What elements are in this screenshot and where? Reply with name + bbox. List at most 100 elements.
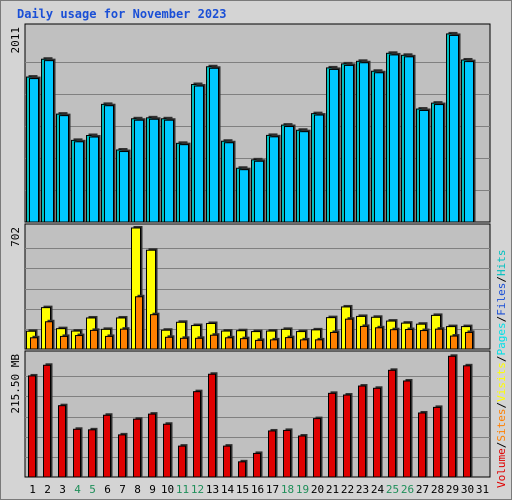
files-bar bbox=[209, 67, 219, 223]
day-label: 22 bbox=[341, 483, 354, 496]
day-label: 23 bbox=[356, 483, 369, 496]
pages-bar bbox=[255, 339, 263, 350]
volume-bar bbox=[298, 435, 306, 478]
pages-bar bbox=[180, 337, 188, 350]
pages-bar bbox=[60, 335, 68, 350]
volume-bar bbox=[418, 412, 426, 478]
legend-entry: / bbox=[495, 356, 508, 363]
files-bar bbox=[149, 118, 159, 223]
volume-bar bbox=[238, 461, 246, 478]
pages-bar bbox=[210, 334, 218, 350]
day-label: 9 bbox=[149, 483, 156, 496]
legend-entry: / bbox=[495, 276, 508, 283]
files-bar bbox=[299, 131, 309, 223]
volume-bar bbox=[103, 414, 111, 478]
files-bar bbox=[464, 61, 474, 223]
pages-bar bbox=[165, 336, 173, 350]
pages-bar bbox=[345, 318, 353, 350]
pages-bar bbox=[45, 321, 53, 350]
files-bar bbox=[374, 72, 384, 223]
files-bar bbox=[104, 105, 114, 223]
pages-bar bbox=[300, 339, 308, 350]
volume-bar bbox=[268, 430, 276, 478]
pages-bar bbox=[450, 335, 458, 350]
day-label: 1 bbox=[29, 483, 36, 496]
day-label: 19 bbox=[296, 483, 309, 496]
pages-bar bbox=[150, 314, 158, 350]
volume-bar bbox=[43, 364, 51, 478]
volume-bar bbox=[58, 405, 66, 478]
volume-bar bbox=[223, 445, 231, 478]
volume-bar bbox=[433, 406, 441, 478]
pages-bar bbox=[75, 335, 83, 350]
volume-bar bbox=[358, 385, 366, 478]
day-label: 15 bbox=[236, 483, 249, 496]
day-label: 11 bbox=[176, 483, 189, 496]
files-bar bbox=[329, 68, 339, 223]
day-label: 4 bbox=[74, 483, 81, 496]
files-bar bbox=[254, 160, 264, 223]
files-bar bbox=[179, 144, 189, 223]
volume-bar bbox=[88, 429, 96, 478]
pages-bar bbox=[285, 337, 293, 350]
pages-bar bbox=[195, 337, 203, 350]
legend-entry: Files bbox=[495, 283, 508, 316]
day-label: 8 bbox=[134, 483, 141, 496]
pages-bar bbox=[105, 335, 113, 350]
volume-bar bbox=[448, 355, 456, 478]
volume-bar bbox=[163, 423, 171, 478]
volume-bar bbox=[193, 391, 201, 478]
files-bar bbox=[89, 136, 99, 223]
day-label: 5 bbox=[89, 483, 96, 496]
files-bar bbox=[134, 119, 144, 223]
pages-bar bbox=[330, 331, 338, 350]
pages-bar bbox=[375, 327, 383, 350]
volume-bar bbox=[388, 369, 396, 478]
legend-entry: Visits bbox=[495, 362, 508, 402]
files-bar bbox=[164, 119, 174, 223]
day-label: 31 bbox=[476, 483, 489, 496]
day-label: 20 bbox=[311, 483, 324, 496]
files-bar bbox=[314, 114, 324, 223]
legend-entry: Hits bbox=[495, 250, 508, 277]
files-bar bbox=[389, 54, 399, 223]
day-label: 13 bbox=[206, 483, 219, 496]
day-label: 25 bbox=[386, 483, 399, 496]
pages-bar bbox=[135, 296, 143, 350]
pages-bar bbox=[405, 329, 413, 350]
files-bar bbox=[59, 115, 69, 223]
day-label: 2 bbox=[44, 483, 51, 496]
volume-bar bbox=[313, 418, 321, 478]
files-bar bbox=[419, 109, 429, 223]
legend-entry: / bbox=[495, 442, 508, 449]
day-label: 27 bbox=[416, 483, 429, 496]
volume-bar bbox=[148, 413, 156, 478]
files-bar bbox=[239, 169, 249, 223]
legend-entry: / bbox=[495, 316, 508, 323]
files-bar bbox=[194, 85, 204, 223]
max-label-pages-visits: 702 bbox=[9, 227, 22, 247]
legend-entry: Sites bbox=[495, 409, 508, 442]
max-label-volume: 215.50 MB bbox=[9, 354, 22, 414]
chart-title: Daily usage for November 2023 bbox=[17, 7, 227, 21]
volume-bar bbox=[463, 365, 471, 478]
volume-bar bbox=[343, 394, 351, 478]
day-label: 21 bbox=[326, 483, 339, 496]
files-bar bbox=[119, 151, 129, 223]
volume-bar bbox=[208, 373, 216, 478]
day-label: 7 bbox=[119, 483, 126, 496]
day-label: 14 bbox=[221, 483, 235, 496]
day-label: 12 bbox=[191, 483, 204, 496]
volume-bar bbox=[28, 375, 36, 478]
day-label: 3 bbox=[59, 483, 66, 496]
files-bar bbox=[224, 142, 234, 223]
files-bar bbox=[434, 104, 444, 223]
pages-bar bbox=[225, 337, 233, 350]
pages-bar bbox=[315, 339, 323, 350]
day-label: 6 bbox=[104, 483, 111, 496]
pages-bar bbox=[420, 330, 428, 350]
day-label: 29 bbox=[446, 483, 459, 496]
legend-entry: Volume bbox=[495, 448, 508, 488]
volume-bar bbox=[178, 445, 186, 478]
